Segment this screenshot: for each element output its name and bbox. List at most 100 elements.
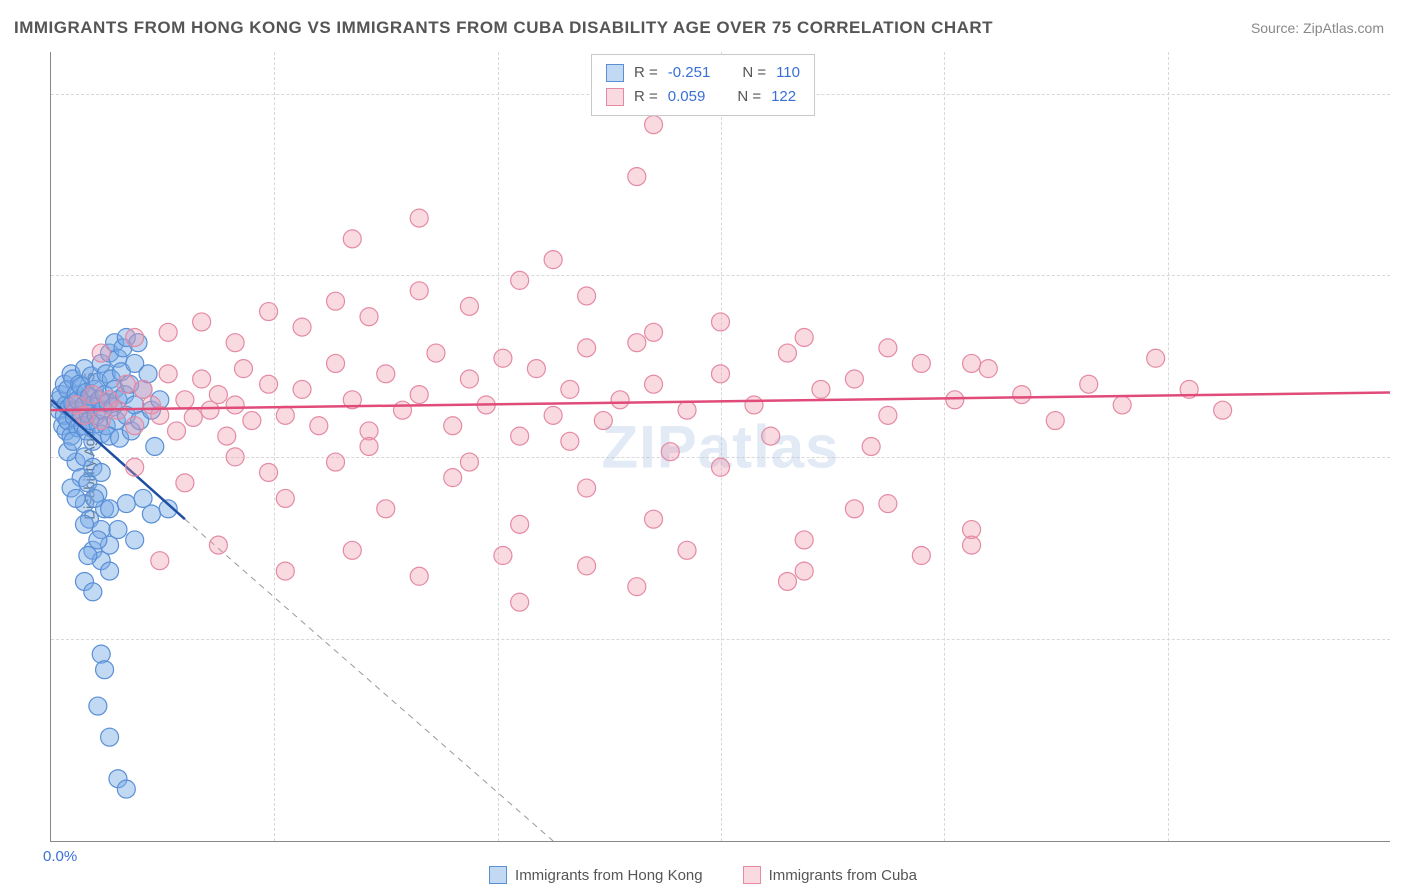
scatter-point-cuba [879, 339, 897, 357]
scatter-point-cuba [527, 360, 545, 378]
swatch-pink-icon [606, 88, 624, 106]
legend-item-cuba: Immigrants from Cuba [743, 866, 917, 884]
scatter-point-cuba [343, 230, 361, 248]
scatter-point-cuba [963, 536, 981, 554]
scatter-point-cuba [661, 443, 679, 461]
n-label: N = [737, 85, 761, 109]
scatter-point-cuba [293, 318, 311, 336]
scatter-point-cuba [168, 422, 186, 440]
scatter-point-cuba [293, 380, 311, 398]
scatter-point-cuba [84, 386, 102, 404]
ytick-label: 80.0% [1400, 85, 1406, 102]
scatter-point-cuba [645, 116, 663, 134]
scatter-point-cuba [578, 557, 596, 575]
scatter-point-cuba [795, 329, 813, 347]
scatter-point-cuba [845, 370, 863, 388]
scatter-point-cuba [494, 547, 512, 565]
n-value-cuba: 122 [771, 85, 796, 109]
scatter-point-cuba [92, 344, 110, 362]
scatter-point-cuba [511, 593, 529, 611]
scatter-point-cuba [645, 323, 663, 341]
scatter-svg [51, 52, 1390, 841]
scatter-point-cuba [427, 344, 445, 362]
scatter-point-cuba [410, 209, 428, 227]
scatter-point-cuba [845, 500, 863, 518]
correlation-legend: R = -0.251 N = 110 R = 0.059 N = 122 [591, 54, 815, 116]
scatter-point-cuba [226, 396, 244, 414]
r-label: R = [634, 61, 658, 85]
ytick-label: 27.5% [1400, 631, 1406, 648]
scatter-point-cuba [511, 515, 529, 533]
scatter-point-cuba [678, 541, 696, 559]
scatter-point-cuba [979, 360, 997, 378]
scatter-point-cuba [126, 458, 144, 476]
scatter-point-cuba [209, 536, 227, 554]
scatter-point-cuba [745, 396, 763, 414]
scatter-point-cuba [1046, 412, 1064, 430]
scatter-point-cuba [645, 375, 663, 393]
scatter-point-hk [146, 438, 164, 456]
scatter-point-cuba [92, 412, 110, 430]
scatter-point-hk [92, 463, 110, 481]
scatter-point-cuba [126, 329, 144, 347]
scatter-point-cuba [159, 365, 177, 383]
scatter-point-cuba [1013, 386, 1031, 404]
scatter-point-hk [75, 515, 93, 533]
scatter-point-cuba [151, 552, 169, 570]
scatter-point-cuba [234, 360, 252, 378]
swatch-blue-icon [606, 64, 624, 82]
scatter-point-cuba [795, 531, 813, 549]
scatter-point-cuba [444, 469, 462, 487]
scatter-point-cuba [544, 406, 562, 424]
chart-title: IMMIGRANTS FROM HONG KONG VS IMMIGRANTS … [14, 18, 993, 38]
scatter-point-cuba [511, 271, 529, 289]
scatter-point-cuba [795, 562, 813, 580]
scatter-point-cuba [561, 432, 579, 450]
scatter-point-cuba [310, 417, 328, 435]
scatter-point-cuba [276, 489, 294, 507]
scatter-point-cuba [963, 354, 981, 372]
scatter-point-cuba [410, 282, 428, 300]
r-label: R = [634, 85, 658, 109]
scatter-point-cuba [327, 354, 345, 372]
scatter-point-cuba [209, 386, 227, 404]
r-value-hk: -0.251 [668, 61, 711, 85]
scatter-point-hk [84, 583, 102, 601]
scatter-point-cuba [494, 349, 512, 367]
scatter-point-cuba [360, 308, 378, 326]
scatter-point-cuba [226, 334, 244, 352]
scatter-point-cuba [544, 251, 562, 269]
scatter-point-cuba [193, 370, 211, 388]
scatter-point-hk [101, 728, 119, 746]
legend-item-hk: Immigrants from Hong Kong [489, 866, 703, 884]
scatter-point-cuba [444, 417, 462, 435]
scatter-point-cuba [912, 354, 930, 372]
swatch-blue-icon [489, 866, 507, 884]
scatter-point-cuba [912, 547, 930, 565]
scatter-point-cuba [778, 572, 796, 590]
scatter-point-hk [126, 531, 144, 549]
scatter-point-cuba [712, 458, 730, 476]
swatch-pink-icon [743, 866, 761, 884]
r-value-cuba: 0.059 [668, 85, 706, 109]
scatter-point-cuba [812, 380, 830, 398]
scatter-point-cuba [628, 334, 646, 352]
scatter-point-cuba [260, 463, 278, 481]
scatter-point-cuba [243, 412, 261, 430]
legend-label-hk: Immigrants from Hong Kong [515, 867, 703, 884]
scatter-point-cuba [460, 453, 478, 471]
scatter-point-cuba [628, 168, 646, 186]
legend-label-cuba: Immigrants from Cuba [769, 867, 917, 884]
scatter-point-cuba [327, 292, 345, 310]
scatter-point-cuba [678, 401, 696, 419]
scatter-point-cuba [762, 427, 780, 445]
legend-row-cuba: R = 0.059 N = 122 [606, 85, 800, 109]
scatter-point-cuba [778, 344, 796, 362]
scatter-point-cuba [862, 438, 880, 456]
scatter-point-cuba [276, 562, 294, 580]
scatter-point-cuba [410, 567, 428, 585]
scatter-point-cuba [1113, 396, 1131, 414]
scatter-point-cuba [276, 406, 294, 424]
scatter-point-hk [117, 780, 135, 798]
scatter-point-hk [89, 697, 107, 715]
